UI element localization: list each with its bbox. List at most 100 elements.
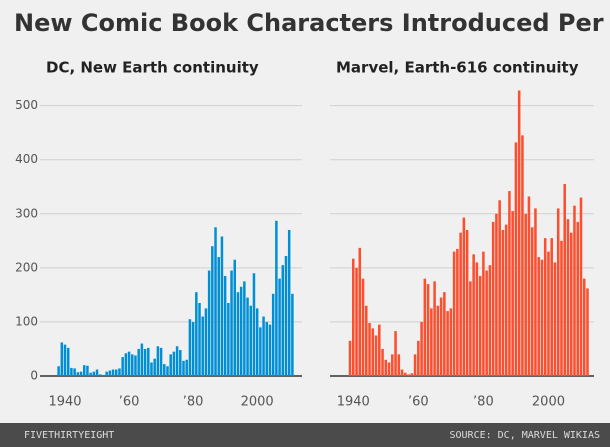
bar	[287, 230, 291, 376]
bar	[365, 305, 368, 376]
bar	[98, 374, 102, 376]
bar	[417, 340, 420, 376]
bar	[446, 311, 449, 376]
bar	[374, 335, 378, 376]
bar	[556, 208, 560, 376]
bar	[220, 236, 224, 376]
bar	[179, 350, 182, 376]
bar	[456, 248, 459, 376]
x-tick-label: ’80	[473, 395, 494, 410]
bar	[262, 316, 265, 376]
bar	[459, 232, 462, 376]
bar	[211, 246, 214, 376]
bar	[166, 366, 169, 376]
bar	[524, 213, 527, 376]
bar	[400, 369, 404, 376]
bar	[76, 372, 80, 376]
x-tick-label: 2000	[532, 395, 565, 410]
bar	[469, 281, 472, 376]
bar	[569, 232, 573, 376]
bar	[449, 308, 453, 376]
bar	[361, 278, 365, 376]
y-tick-label: 200	[15, 260, 38, 274]
bar	[223, 275, 227, 376]
bar	[550, 238, 553, 376]
bar	[191, 321, 195, 376]
bar	[252, 273, 256, 376]
bar	[508, 191, 511, 376]
bar	[498, 200, 501, 376]
y-tick-label: 0	[30, 369, 38, 383]
bar	[156, 346, 160, 376]
bar	[560, 240, 563, 376]
bar	[501, 230, 505, 376]
bar	[127, 351, 131, 376]
bar	[281, 265, 285, 376]
y-tick-label: 400	[15, 152, 38, 166]
bar	[511, 211, 514, 376]
bar	[423, 278, 427, 376]
bar	[214, 227, 217, 376]
bar	[140, 343, 144, 376]
y-tick-label: 500	[15, 98, 38, 112]
bar	[118, 368, 121, 376]
bar	[586, 288, 589, 376]
bar	[348, 340, 352, 376]
bar	[239, 286, 243, 376]
bar	[391, 354, 394, 376]
bar	[137, 348, 140, 376]
bar	[394, 331, 397, 376]
bar	[73, 368, 76, 376]
bar	[268, 324, 272, 376]
bar	[495, 213, 498, 376]
bar	[70, 367, 73, 376]
bar	[66, 347, 70, 376]
bar	[413, 354, 417, 376]
x-tick-label: 2000	[241, 395, 274, 410]
bar	[60, 342, 64, 376]
x-tick-label: ’60	[119, 395, 140, 410]
bar	[175, 346, 179, 376]
bar	[102, 374, 105, 376]
bar	[195, 292, 198, 376]
brand: FIVETHIRTYEIGHT	[24, 430, 114, 441]
bar	[351, 258, 355, 376]
bar	[566, 219, 570, 376]
footer-bar	[0, 423, 610, 447]
bar	[576, 221, 580, 376]
bar	[246, 297, 249, 376]
bar	[169, 354, 172, 376]
bar	[430, 308, 433, 376]
bar	[278, 278, 281, 376]
bar	[233, 259, 236, 376]
chart-title: New Comic Book Characters Introduced Per…	[14, 9, 610, 37]
bar	[407, 374, 410, 376]
x-tick-label: ’60	[408, 395, 429, 410]
bar	[579, 197, 583, 376]
bar	[63, 344, 67, 376]
bar	[410, 373, 414, 376]
bar	[124, 353, 128, 376]
x-tick-label: ’80	[183, 395, 204, 410]
bar	[82, 365, 86, 376]
bar	[95, 369, 99, 376]
bar	[420, 321, 423, 376]
bar	[355, 267, 358, 376]
bar	[275, 220, 278, 376]
y-tick-label: 300	[15, 206, 38, 220]
bar	[121, 357, 124, 376]
bar	[236, 292, 240, 376]
bar	[111, 369, 115, 376]
x-tick-label: 1940	[48, 395, 81, 410]
bar	[143, 348, 147, 376]
source: SOURCE: DC, MARVEL WIKIAS	[449, 430, 600, 441]
bar	[436, 305, 440, 376]
panel-title: Marvel, Earth-616 continuity	[336, 59, 579, 77]
bar	[207, 270, 211, 376]
bar	[243, 281, 246, 376]
bar	[472, 254, 475, 376]
bar	[482, 251, 485, 376]
bar	[384, 359, 388, 376]
